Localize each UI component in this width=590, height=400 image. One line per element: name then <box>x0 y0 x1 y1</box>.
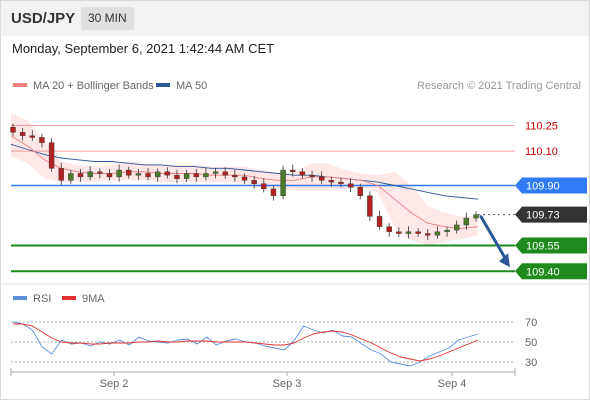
chart-timestamp: Monday, September 6, 2021 1:42:44 AM CET <box>12 41 275 56</box>
level-tag-109-40 <box>515 263 587 280</box>
candle-body <box>425 233 431 236</box>
legend-rsi: RSI <box>13 293 51 305</box>
candle-body <box>68 173 74 181</box>
9ma-swatch <box>62 296 76 301</box>
candle-body <box>338 181 344 184</box>
candle-body <box>241 176 248 181</box>
candle-body <box>174 174 180 179</box>
candle-body <box>39 137 45 143</box>
rsi-tick-70: 70 <box>525 317 537 329</box>
candle-body <box>183 173 190 179</box>
candle-body <box>270 188 277 196</box>
x-tick-label: Sep 3 <box>273 378 302 390</box>
candle-body <box>386 226 392 233</box>
candle-body <box>367 195 373 217</box>
ma20-swatch <box>13 83 27 88</box>
candle-body <box>29 135 35 138</box>
ma50-swatch <box>156 83 170 88</box>
level-label-109-55: 109.55 <box>526 241 560 253</box>
candle-body <box>116 169 122 178</box>
chart-header: USD/JPY 30 MIN <box>1 1 589 36</box>
candle-body <box>454 224 460 231</box>
candle-body <box>48 142 55 169</box>
candle-body <box>106 173 113 178</box>
interval-button[interactable]: 30 MIN <box>81 7 134 30</box>
level-tag-109-73 <box>515 206 587 223</box>
candle-body <box>357 187 363 196</box>
forecast-arrow-shaft <box>479 215 509 263</box>
x-tick-label: Sep 2 <box>100 378 129 390</box>
candle-body <box>261 183 267 190</box>
rsi-swatch <box>13 296 27 301</box>
candle-body <box>10 126 16 133</box>
rsi-tick-30: 30 <box>525 357 537 369</box>
candle-body <box>434 231 441 236</box>
candle-body <box>318 176 325 181</box>
candle-body <box>87 171 93 178</box>
level-label-109-73: 109.73 <box>526 210 560 222</box>
candle-body <box>203 173 209 178</box>
candle-body <box>232 174 238 178</box>
legend-ma50-label: MA 50 <box>176 80 208 92</box>
candle-body <box>328 180 335 183</box>
rsi-tick-50: 50 <box>525 337 537 349</box>
candle-body <box>280 169 286 196</box>
symbol-label: USD/JPY <box>11 10 76 27</box>
legend-9ma: 9MA <box>62 293 105 305</box>
credit-text: Research © 2021 Trading Central <box>416 80 581 92</box>
candle-body <box>222 171 228 176</box>
legend-9ma-label: 9MA <box>82 293 105 305</box>
level-label-109-90: 109.90 <box>526 180 560 192</box>
x-tick-label: Sep 4 <box>438 378 467 390</box>
level-label-110-10: 110.10 <box>525 146 558 158</box>
legend-ma20-label: MA 20 + Bollinger Bands <box>33 80 154 92</box>
candle-body <box>405 231 412 234</box>
candle-body <box>376 216 383 227</box>
candle-body <box>58 168 64 181</box>
candle-body <box>193 173 199 178</box>
candle-body <box>164 171 171 176</box>
candle-body <box>290 169 296 172</box>
candle-body <box>396 231 402 234</box>
legend-rsi-label: RSI <box>33 293 52 305</box>
candle-body <box>473 214 479 219</box>
candle-body <box>463 217 470 226</box>
candle-body <box>309 174 315 178</box>
candle-body <box>444 229 450 233</box>
candle-body <box>415 231 421 234</box>
rsi-line <box>12 321 479 367</box>
candle-body <box>299 171 306 176</box>
candle-body <box>135 173 142 176</box>
level-tag-109-55 <box>515 237 587 254</box>
ma50-line <box>10 143 479 200</box>
candle-body <box>126 169 132 176</box>
level-label-109-40: 109.40 <box>526 266 560 278</box>
candle-body <box>77 173 84 178</box>
candle-body <box>154 171 161 178</box>
candle-body <box>19 132 26 136</box>
rsi-ma-line <box>13 323 479 362</box>
level-tag-109-90 <box>515 177 587 194</box>
candle-body <box>97 171 103 174</box>
legend-ma20: MA 20 + Bollinger Bands <box>13 80 154 92</box>
candle-body <box>145 173 151 178</box>
candle-body <box>347 183 354 188</box>
forecast-arrow-head <box>499 253 510 268</box>
candle-body <box>212 171 219 174</box>
candle-body <box>251 180 257 184</box>
level-label-110-25: 110.25 <box>525 120 558 132</box>
legend-ma50: MA 50 <box>156 80 207 92</box>
